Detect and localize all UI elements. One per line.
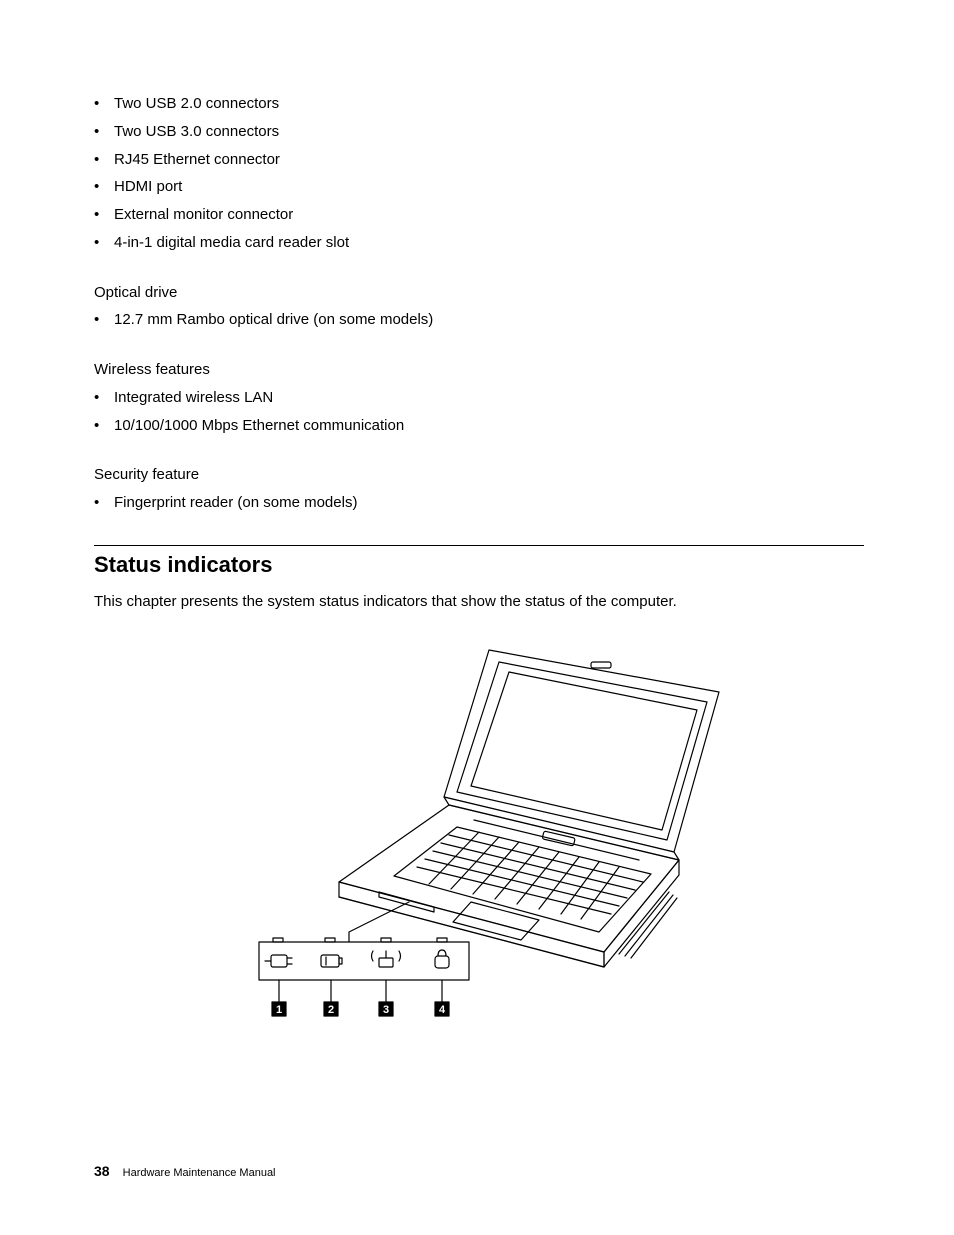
list-item: External monitor connector (114, 201, 864, 229)
list-item: Fingerprint reader (on some models) (114, 489, 864, 517)
section-divider (94, 545, 864, 546)
power-plug-icon (265, 955, 292, 967)
list-item: Two USB 2.0 connectors (114, 90, 864, 118)
status-indicators-heading: Status indicators (94, 552, 864, 578)
wireless-features-label: Wireless features (94, 356, 864, 384)
wireless-icon (372, 951, 401, 967)
svg-text:3: 3 (383, 1004, 389, 1016)
battery-icon (321, 955, 342, 967)
callout-2: 2 (324, 1002, 338, 1016)
lock-icon (435, 950, 449, 968)
callout-3: 3 (379, 1002, 393, 1016)
list-item: Integrated wireless LAN (114, 384, 864, 412)
list-item: RJ45 Ethernet connector (114, 146, 864, 174)
page-footer: 38 Hardware Maintenance Manual (94, 1163, 276, 1179)
laptop-figure: 1 2 3 4 (94, 632, 864, 1057)
svg-text:2: 2 (328, 1004, 334, 1016)
security-feature-list: Fingerprint reader (on some models) (94, 489, 864, 517)
list-item: 10/100/1000 Mbps Ethernet communication (114, 412, 864, 440)
list-item: HDMI port (114, 173, 864, 201)
optical-drive-list: 12.7 mm Rambo optical drive (on some mod… (94, 306, 864, 334)
svg-text:4: 4 (439, 1004, 446, 1016)
callout-4: 4 (435, 1002, 449, 1016)
laptop-line-drawing: 1 2 3 4 (199, 632, 759, 1052)
connectors-list: Two USB 2.0 connectors Two USB 3.0 conne… (94, 90, 864, 257)
status-indicators-intro: This chapter presents the system status … (94, 590, 864, 614)
footer-title: Hardware Maintenance Manual (123, 1167, 276, 1179)
page-number: 38 (94, 1163, 110, 1179)
list-item: Two USB 3.0 connectors (114, 118, 864, 146)
list-item: 12.7 mm Rambo optical drive (on some mod… (114, 306, 864, 334)
wireless-features-list: Integrated wireless LAN 10/100/1000 Mbps… (94, 384, 864, 440)
optical-drive-label: Optical drive (94, 279, 864, 307)
list-item: 4-in-1 digital media card reader slot (114, 229, 864, 257)
svg-text:1: 1 (276, 1004, 282, 1016)
callout-1: 1 (272, 1002, 286, 1016)
security-feature-label: Security feature (94, 461, 864, 489)
